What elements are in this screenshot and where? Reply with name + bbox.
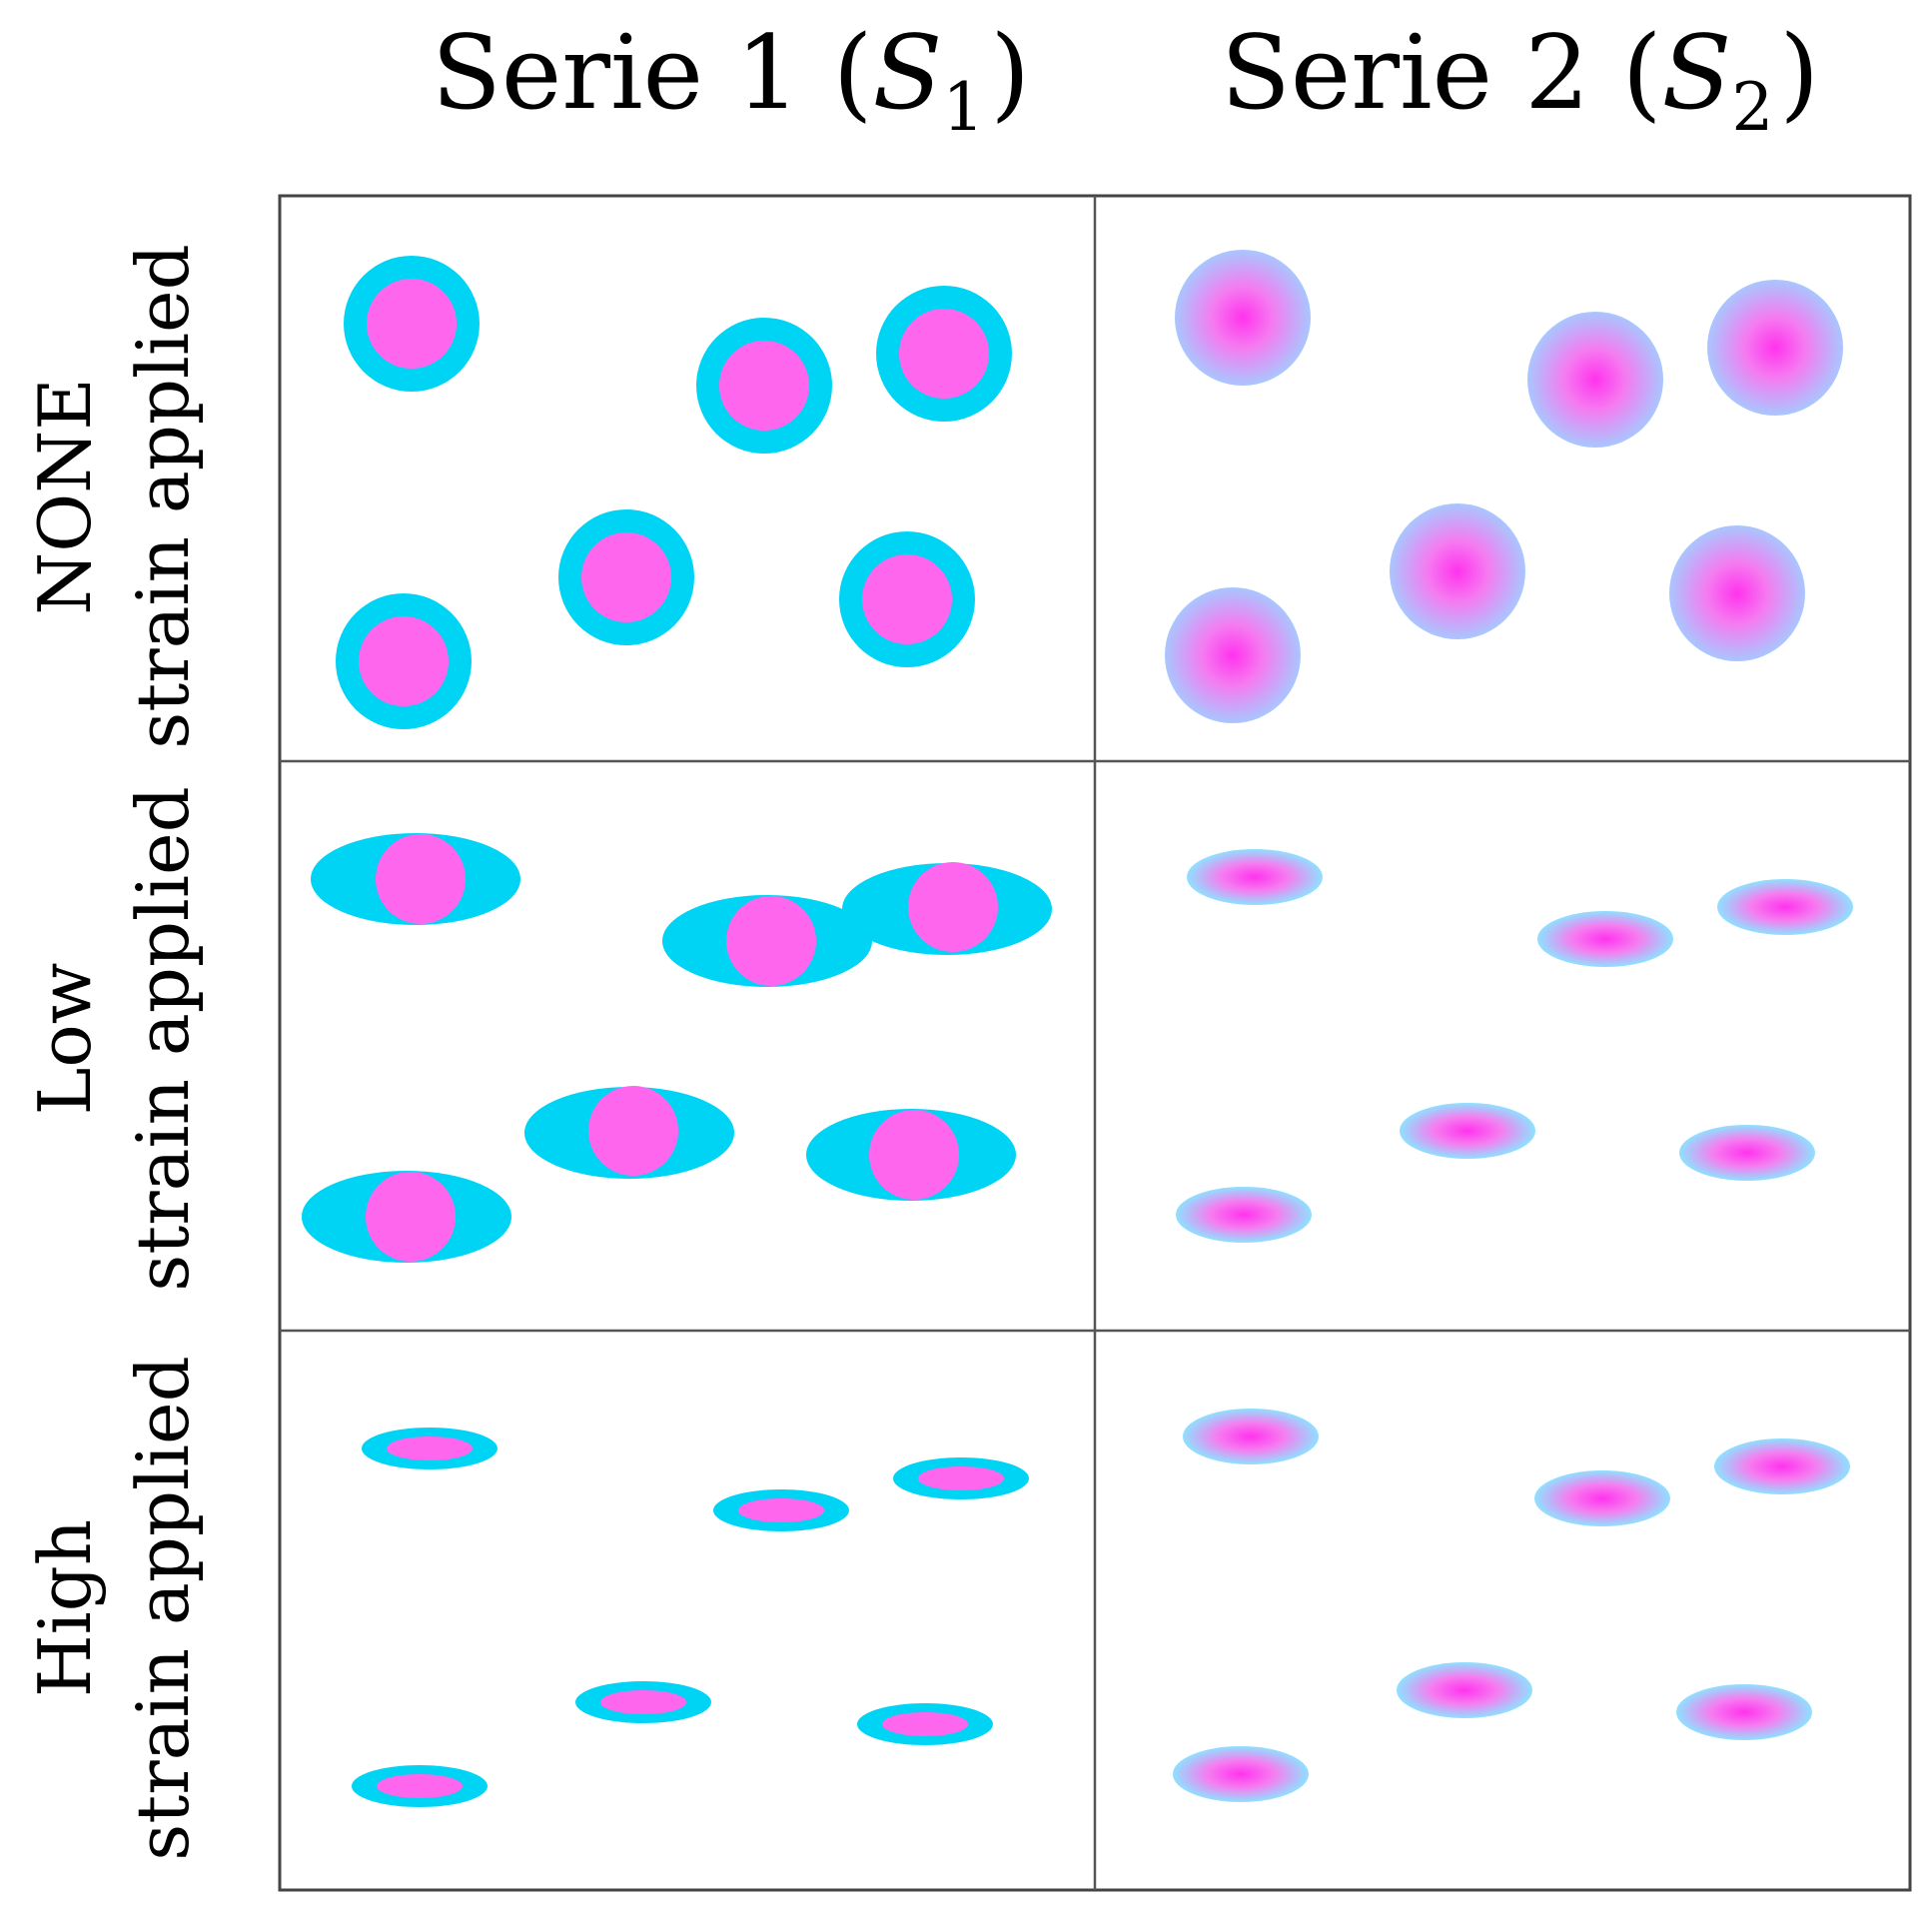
panel-serie2-high [1173,1409,1850,1802]
panel-serie1-high [352,1428,1029,1807]
particle [575,1681,711,1723]
row-label-none-line2: strain applied [121,244,205,748]
particle [839,531,975,667]
particle [806,1109,1016,1201]
particle [842,862,1052,955]
panel-serie1-low [302,833,1052,1263]
blended-particle [1534,1470,1670,1526]
particle [344,256,480,392]
particle [336,593,472,729]
blended-particle [1679,1125,1815,1181]
blended-particle [1707,280,1843,416]
particle [311,833,520,925]
particle [558,509,694,645]
row-label-low: Low strain applied [23,786,205,1291]
blended-particle [1175,250,1311,386]
panel-serie2-none [1165,250,1843,723]
row-label-high-line1: High [23,1519,107,1697]
blended-particle [1173,1746,1309,1802]
blended-particle [1176,1187,1312,1243]
blended-particle [1669,525,1805,661]
row-label-high: High strain applied [23,1356,205,1860]
column-title-serie-2: Serie 2 (S2) [1221,14,1819,146]
panel-serie1-none [336,256,1012,729]
blended-particle [1390,503,1525,639]
particle [696,318,832,454]
row-label-low-line1: Low [23,963,107,1116]
row-label-none: NONE strain applied [23,244,205,748]
blended-particle [1676,1684,1812,1740]
blended-particle [1527,312,1663,448]
blended-particle [1537,911,1673,967]
blended-particle [1714,1438,1850,1494]
blended-particle [1187,849,1323,905]
particle [876,286,1012,422]
particle [362,1428,497,1469]
particle [352,1765,487,1807]
particle [524,1086,734,1179]
particle [662,895,872,987]
row-label-high-line2: strain applied [121,1356,205,1860]
blended-particle [1717,879,1853,935]
blended-particle [1165,587,1301,723]
row-label-none-line1: NONE [23,378,107,615]
row-label-low-line2: strain applied [121,786,205,1291]
blended-particle [1397,1662,1532,1718]
blended-particle [1400,1103,1535,1159]
particle [713,1489,849,1531]
particle [857,1703,993,1745]
particle [893,1457,1029,1499]
column-title-serie-1: Serie 1 (S1) [432,14,1030,146]
panel-serie2-low [1176,849,1853,1243]
particle [302,1171,511,1263]
blended-particle [1183,1409,1319,1464]
panel-grid [278,194,1912,1892]
